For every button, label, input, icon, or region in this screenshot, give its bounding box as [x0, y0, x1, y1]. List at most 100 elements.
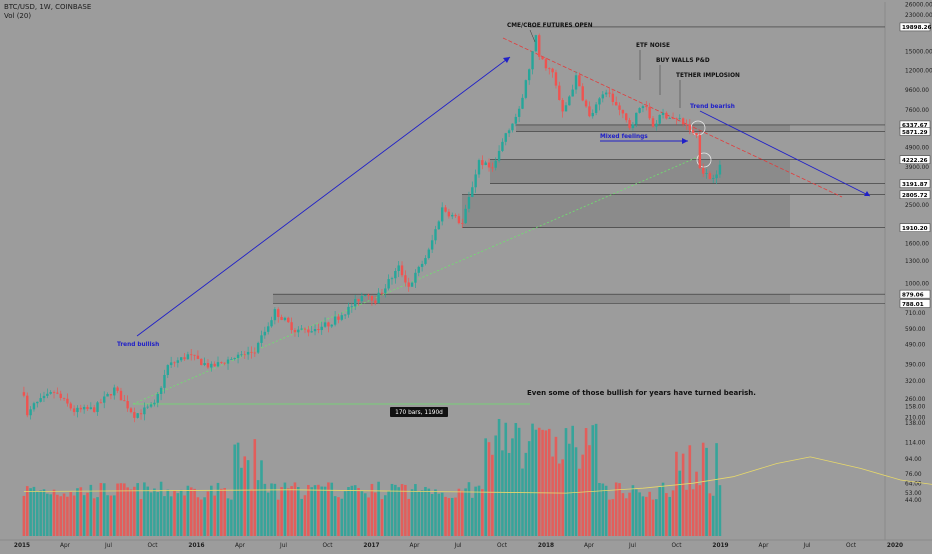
breakdown-circle: [696, 152, 712, 168]
candle: [367, 293, 370, 300]
candle: [126, 395, 129, 412]
candle-body: [584, 100, 588, 107]
candle-body: [317, 329, 320, 331]
volume-bar: [327, 482, 330, 536]
candle: [103, 391, 106, 409]
volume-bar: [524, 452, 528, 536]
volume-tick-label: 64.00: [905, 482, 922, 488]
candle-body: [190, 354, 193, 356]
candle-body: [327, 322, 330, 327]
volume-bar: [547, 428, 551, 536]
volume-bar: [330, 482, 334, 536]
volume-bar: [236, 442, 240, 536]
volume-bar: [89, 484, 93, 536]
volume-bar: [591, 425, 595, 536]
candle: [82, 404, 86, 414]
volume-bar: [263, 483, 267, 536]
volume-bar: [186, 485, 190, 536]
volume-bar: [651, 499, 655, 536]
candle: [591, 109, 594, 119]
candle: [109, 393, 113, 400]
volume-bar: [283, 482, 287, 536]
level-label: 1910.20: [899, 223, 931, 232]
candle: [387, 274, 390, 291]
candle-body: [86, 406, 89, 410]
volume-bar: [457, 488, 461, 536]
volume-bar: [337, 497, 340, 536]
candle-body: [420, 263, 424, 267]
level-label-text: 788.01: [902, 302, 924, 308]
candle: [313, 324, 317, 336]
volume-bar: [56, 494, 59, 536]
candle: [504, 132, 507, 146]
candle-body: [42, 395, 46, 399]
candle-body: [705, 173, 708, 174]
candle: [427, 247, 431, 260]
volume-bar: [521, 468, 524, 536]
candle: [320, 321, 323, 335]
volume-bar: [139, 499, 143, 536]
volume-bar: [340, 498, 344, 536]
candle-body: [360, 296, 364, 302]
volume-bar: [313, 485, 317, 536]
candle: [628, 117, 631, 130]
candle: [524, 79, 528, 100]
volume-bar: [76, 488, 79, 536]
volume-bar: [390, 483, 394, 536]
candle: [206, 359, 210, 369]
candle-body: [169, 362, 173, 366]
candle-body: [139, 413, 143, 415]
candle: [153, 399, 156, 407]
x-tick-label: Jul: [454, 543, 462, 549]
candle: [327, 321, 330, 333]
volume-bar: [226, 498, 230, 536]
volume-bar: [551, 456, 554, 536]
volume-bar: [286, 488, 290, 536]
candle: [451, 212, 454, 220]
volume-bar: [531, 423, 534, 536]
candle-body: [119, 390, 123, 401]
candle-body: [266, 326, 270, 332]
candle: [701, 163, 705, 178]
candle-body: [246, 351, 250, 355]
candle-body: [625, 113, 628, 121]
candle-body: [701, 168, 705, 174]
volume-bar: [427, 488, 431, 536]
candle: [280, 314, 283, 321]
volume-tick-label: 94.00: [905, 457, 922, 463]
candle: [46, 388, 49, 399]
candle: [287, 316, 290, 323]
candle-body: [193, 354, 196, 356]
candle-body: [497, 150, 501, 161]
candle-body: [638, 108, 641, 113]
volume-bar: [25, 486, 29, 536]
candle: [89, 402, 93, 410]
candle-body: [69, 403, 72, 409]
candle: [554, 69, 558, 89]
level-label-box: [899, 289, 931, 299]
candle-body: [253, 352, 257, 354]
candle-body: [511, 123, 514, 131]
level-label-text: 4222.26: [902, 158, 928, 164]
candle: [497, 145, 501, 163]
y-tick-label: 1000.00: [905, 282, 929, 288]
candle-body: [491, 167, 494, 169]
volume-bar: [460, 490, 464, 536]
x-tick-label: 2015: [14, 543, 30, 549]
volume-bar: [112, 495, 116, 536]
volume-bar: [584, 428, 588, 536]
level-label: 3191.87: [899, 179, 931, 188]
candle: [604, 89, 608, 98]
volume-bar: [380, 499, 384, 536]
candle-body: [340, 315, 344, 320]
candle-body: [591, 112, 594, 117]
volume-bar: [665, 493, 668, 536]
candle: [263, 326, 267, 339]
candle: [273, 307, 277, 325]
volume-tick-label: 138.00: [905, 421, 926, 427]
candle-body: [310, 331, 313, 333]
volume-bar: [444, 496, 447, 536]
candle: [661, 108, 665, 119]
volume-bar: [102, 483, 106, 536]
level-label-text: 19898.26: [902, 25, 931, 31]
